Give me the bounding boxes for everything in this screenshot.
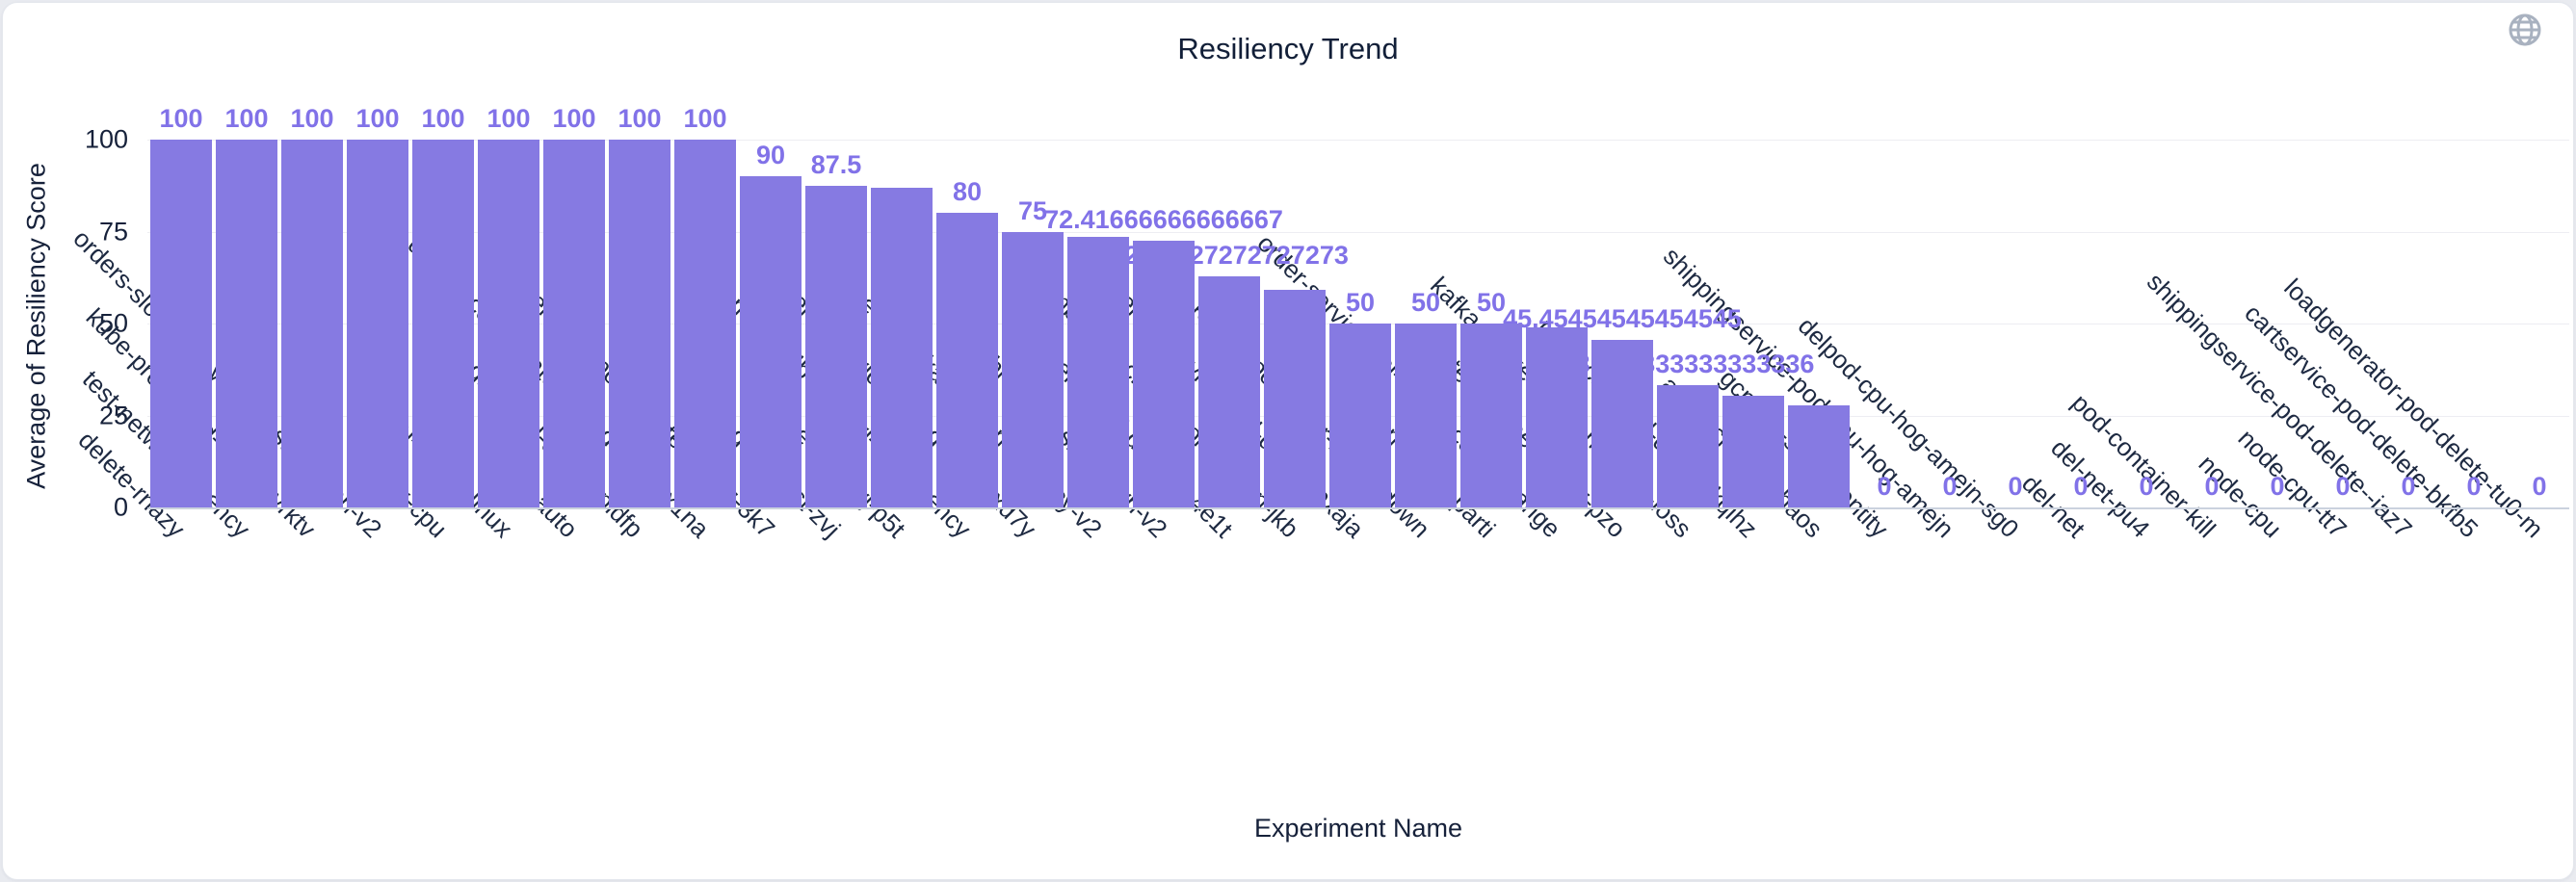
bar-pod-auto[interactable] — [543, 140, 605, 507]
value-label-kube-proxy-pod-delete-vrktv: 100 — [290, 104, 334, 133]
bar-kafka-zookeeper-2-network-loss[interactable] — [1657, 384, 1719, 507]
value-label-loadgenerator-pod-delete-tu0-m: 0 — [2532, 472, 2547, 501]
x-axis-title: Experiment Name — [1253, 814, 1463, 843]
bar-dynatrace-operator-pod-delete-zx1na[interactable] — [674, 140, 736, 507]
bar-delete-rnazy[interactable] — [150, 140, 212, 507]
value-label-node-cpu-tt7: 0 — [2335, 472, 2351, 501]
value-label-kafka-broker-1-shutdown-v2: 72.41666666666667 — [1044, 205, 1283, 235]
value-label-emailservice-pod-delete-pxaja: 50 — [1345, 288, 1376, 317]
bar-kafka-broker-1-shutdown-v2[interactable] — [1133, 241, 1195, 507]
bar-mongodb-test-zvj-4c1-latency[interactable] — [936, 213, 998, 507]
bar-currencyservice-pod-delete-axd7y[interactable] — [1002, 231, 1064, 507]
bar-smr-delegate-pod-delete-437az-3k7[interactable] — [740, 176, 802, 507]
value-label-delpod-cpu-hog-amejn-sg0: 0 — [2008, 472, 2023, 501]
value-label-mongodb-test-zvj-4c1-latency: 80 — [952, 177, 983, 207]
x-axis-line — [147, 507, 2569, 509]
bar-lambda-block-tcp-connection-jkb[interactable] — [1264, 290, 1326, 507]
bar-orders-slowness-via-cpu-starvation-v2[interactable] — [347, 140, 408, 507]
bar-frontend-pod-delete-e4e1t[interactable] — [1198, 276, 1260, 507]
bar-order-service-api-status-code-change[interactable] — [1526, 327, 1588, 507]
bar-linux-cpu[interactable] — [412, 140, 474, 507]
globe-icon[interactable] — [2506, 11, 2544, 49]
bar-kube-proxy-pod-delete-vrktv[interactable] — [281, 140, 343, 507]
bar-mongodb-test-zvj[interactable] — [805, 185, 867, 507]
value-label-pod-container-kill: 0 — [2204, 472, 2220, 501]
value-label-pod-network-parti: 50 — [1476, 288, 1507, 317]
chart-title: Resiliency Trend — [1177, 32, 1399, 65]
y-tick-label: 50 — [98, 308, 128, 338]
value-label-smr-delegate-pod-delete-437az-3k7: 90 — [755, 141, 786, 170]
value-label-pod-auto: 100 — [552, 104, 596, 133]
bar-emailservice-pod-delete-pxaja[interactable] — [1329, 324, 1391, 507]
y-tick-label: 100 — [84, 124, 128, 154]
value-label-linux-cpu: 100 — [421, 104, 465, 133]
value-label-kafka-zookeeper-2-shutdown: 50 — [1410, 288, 1441, 317]
value-label-nginx-pod-delete-pldfp: 100 — [618, 104, 662, 133]
bar-invoice-to-kafka-network-latency-v2[interactable] — [1067, 236, 1129, 507]
value-label-cpu-stress-linux: 100 — [486, 104, 531, 133]
value-label-mongodb-test-zvj: 87.5 — [810, 149, 862, 179]
bar-az-blackhole-chaos[interactable] — [1788, 405, 1850, 507]
y-tick-label: 25 — [98, 401, 128, 429]
value-label-test-network-latency: 100 — [224, 104, 269, 133]
value-label-orders-slowness-via-cpu-starvation-v2: 100 — [355, 104, 400, 133]
gridline-y100 — [147, 140, 2569, 141]
bar-solace-test-zvj-p5t[interactable] — [871, 188, 933, 507]
bar-test-network-latency[interactable] — [216, 140, 277, 507]
bar-redis-cart-pod-delete-kqihz[interactable] — [1722, 395, 1784, 507]
y-tick-label: 0 — [113, 492, 128, 522]
bar-test-probe-logger-pzo[interactable] — [1591, 340, 1653, 507]
value-label-del-net: 0 — [2073, 472, 2089, 501]
y-tick-label: 75 — [98, 217, 128, 246]
bar-nginx-pod-delete-pldfp[interactable] — [609, 140, 670, 507]
value-label-dynatrace-operator-pod-delete-zx1na: 100 — [683, 104, 727, 133]
gridline-y75 — [147, 231, 2569, 233]
value-label-node-cpu: 0 — [2270, 472, 2285, 501]
value-label-shippingservice-pod-delete--iaz7: 0 — [2401, 472, 2416, 501]
bar-kafka-zookeeper-2-shutdown[interactable] — [1395, 324, 1457, 507]
bar-cpu-stress-linux[interactable] — [478, 140, 539, 507]
value-label-delete-rnazy: 100 — [159, 104, 203, 133]
bar-pod-network-parti[interactable] — [1460, 324, 1522, 507]
value-label-cartservice-pod-delete-bkfb5: 0 — [2466, 472, 2482, 501]
value-label-currencyservice-pod-delete-axd7y: 75 — [1017, 195, 1048, 225]
value-label-shippingservice-pod-cpu-hog-amejn: 0 — [1942, 472, 1958, 501]
value-label-del-net-pu4: 0 — [2139, 472, 2154, 501]
value-label-gcp-vm-stop-identity: 0 — [1877, 472, 1892, 501]
